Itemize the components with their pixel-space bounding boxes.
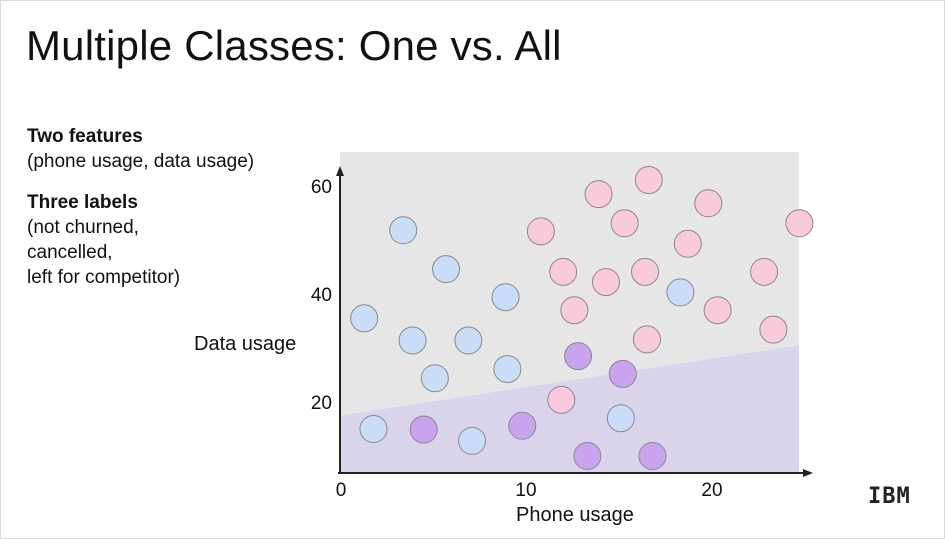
data-point-pink [634, 166, 663, 195]
data-point-blue [666, 278, 695, 307]
x-tick-label: 0 [336, 480, 347, 501]
labels-line: left for competitor) [27, 267, 181, 288]
data-point-blue [350, 304, 379, 333]
slide-title: Multiple Classes: One vs. All [26, 22, 562, 69]
x-tick-label: 20 [701, 480, 722, 501]
slide-notes: Two features (phone usage, data usage) T… [27, 124, 254, 290]
data-point-purple [573, 442, 602, 470]
y-tick-label: 40 [311, 285, 332, 306]
data-point-blue [454, 326, 483, 355]
data-point-pink [694, 189, 723, 218]
features-detail: (phone usage, data usage) [27, 151, 255, 172]
data-point-pink [591, 268, 620, 297]
data-point-pink [631, 257, 660, 286]
labels-line: (not churned, [27, 217, 139, 238]
data-point-pink [547, 385, 576, 414]
data-point-blue [491, 283, 520, 312]
data-point-purple [409, 415, 438, 444]
features-heading: Two features [27, 126, 143, 147]
labels-line: cancelled, [27, 242, 113, 263]
data-point-purple [608, 359, 637, 388]
data-point-blue [398, 326, 427, 355]
y-axis-arrow [336, 166, 344, 176]
data-point-pink [560, 296, 589, 325]
data-point-blue [359, 415, 388, 443]
data-point-pink [785, 209, 814, 238]
data-point-purple [638, 442, 667, 470]
data-point-purple [508, 411, 537, 440]
y-tick-label: 20 [311, 393, 332, 414]
y-tick-label: 60 [311, 177, 332, 198]
data-point-blue [458, 426, 487, 455]
data-point-blue [420, 364, 449, 393]
x-tick-label: 10 [515, 480, 536, 501]
data-point-pink [526, 217, 555, 246]
data-point-pink [703, 296, 732, 325]
x-axis-arrow [803, 469, 813, 477]
x-axis-label: Phone usage [516, 504, 634, 526]
y-axis-label: Data usage [194, 333, 296, 355]
data-point-pink [632, 325, 661, 354]
labels-heading: Three labels [27, 192, 138, 213]
data-point-pink [549, 257, 578, 286]
data-point-pink [584, 180, 613, 209]
data-point-purple [564, 342, 593, 371]
ibm-logo: IBM [868, 484, 911, 509]
data-point-blue [432, 255, 461, 284]
data-point-pink [610, 209, 639, 238]
data-point-pink [759, 315, 788, 344]
data-point-blue [606, 404, 635, 433]
data-point-blue [493, 355, 522, 384]
data-point-blue [389, 216, 418, 245]
data-point-pink [673, 229, 702, 258]
data-point-pink [750, 257, 779, 286]
